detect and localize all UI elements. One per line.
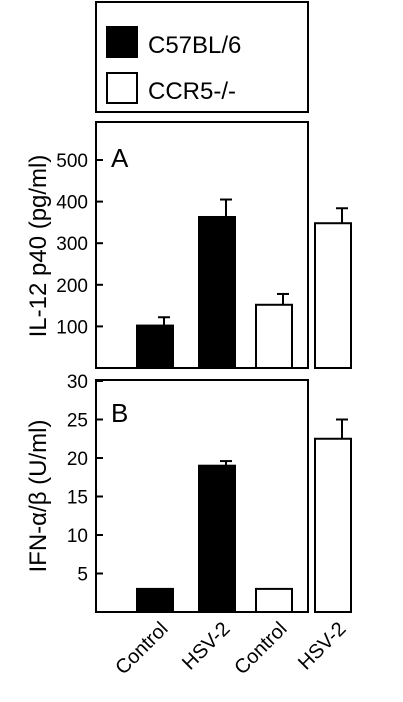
panel-a-ytick-label-4: 500 [56,151,88,172]
panel-b-bar-3 [314,437,352,613]
legend-label-ccr5: CCR5-/- [148,78,236,105]
panel-b-letter: B [111,398,128,428]
panel-a-ytick-label-3: 400 [56,193,88,214]
x-label-0: Control [111,618,172,679]
panel-b-bar-0 [136,587,174,614]
panel-a: A IL-12 p40 (pg/ml) 100 200 300 400 500 [25,121,352,370]
panel-b-bar-1 [198,464,236,614]
panel-b-ytick-label-1: 10 [67,526,88,547]
panel-b: B IFN-α/β (U/ml) 5 10 15 20 25 30 [25,372,352,614]
panel-a-ytick-label-1: 200 [56,276,88,297]
x-label-2: Control [230,618,291,679]
legend-label-c57bl6: C57BL/6 [148,32,241,59]
panel-a-ytick-label-0: 100 [56,317,88,338]
x-label-1: HSV-2 [178,618,234,674]
panel-a-letter: A [111,143,129,173]
panel-b-bar-2 [255,587,293,614]
panel-b-ytick-label-5: 30 [67,372,88,393]
legend: C57BL/6 CCR5-/- [95,1,309,113]
panel-a-bar-3 [314,222,352,369]
x-label-3: HSV-2 [294,618,350,674]
panel-a-bar-2 [255,303,293,370]
legend-swatch-ccr5 [106,72,138,104]
panel-a-ytick-label-2: 300 [56,234,88,255]
panel-b-ylabel: IFN-α/β (U/ml) [25,420,52,573]
panel-b-ytick-label-4: 25 [67,411,88,432]
panel-b-ytick-label-0: 5 [77,565,88,586]
panel-b-ytick-label-3: 20 [67,449,88,470]
legend-swatch-c57bl6 [106,26,138,58]
panel-a-bar-0 [136,324,174,369]
panel-a-ylabel: IL-12 p40 (pg/ml) [25,155,52,338]
panel-a-bar-1 [198,215,236,369]
panel-b-ytick-label-2: 15 [67,488,88,509]
